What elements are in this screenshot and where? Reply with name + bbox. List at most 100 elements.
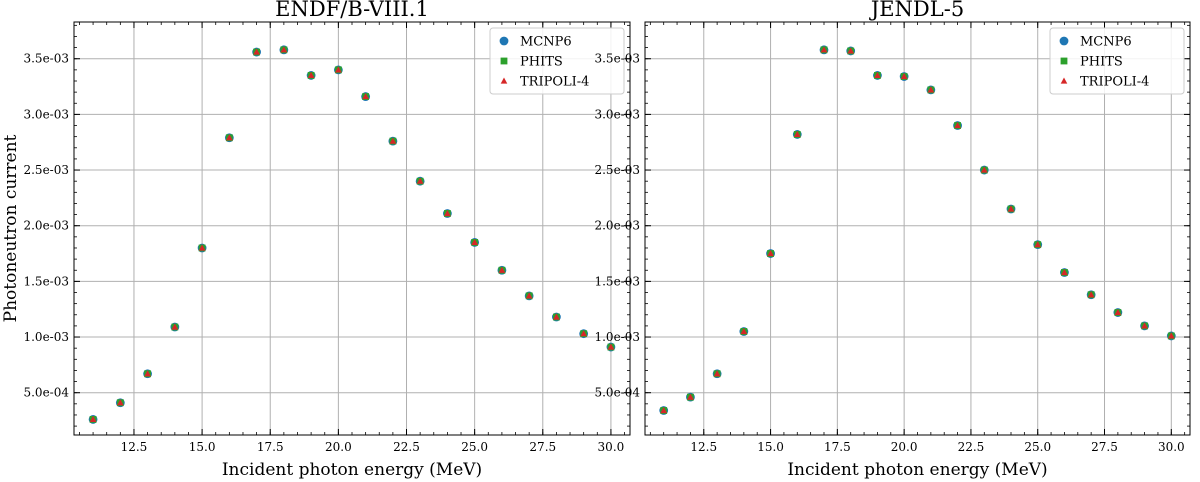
- data-point: [900, 73, 908, 80]
- panel-2: 12.5 15.0 17.5 20.0 22.5 25.0 27.5 30.0 5.0e-04 1…: [594, 0, 1191, 480]
- data-point: [198, 244, 206, 251]
- x-tick-label: 17.5: [257, 440, 284, 454]
- data-point: [927, 86, 935, 93]
- data-point: [954, 122, 961, 129]
- x-tick-label: 22.5: [393, 440, 420, 454]
- legend-marker-square: [500, 57, 508, 65]
- data-point: [820, 46, 828, 53]
- x-tick-label: 20.0: [891, 440, 918, 454]
- data-point: [607, 343, 615, 350]
- data-point: [362, 93, 369, 100]
- data-point: [1034, 241, 1042, 248]
- legend-marker-circle: [499, 36, 509, 46]
- legend-label: MCNP6: [1080, 35, 1132, 50]
- legend-marker-triangle: [1060, 77, 1068, 84]
- data-point: [580, 330, 587, 337]
- legend-box: [1049, 27, 1185, 95]
- y-axis-label: Photoneutron current: [1, 134, 21, 322]
- series-mcnp6: [659, 45, 1176, 415]
- x-axis-label: Incident photon energy (MeV): [787, 460, 1047, 480]
- legend: MCNP6 PHITS TRIPOLI-4: [1049, 27, 1185, 95]
- y-tick-label: 2.0e-03: [594, 219, 640, 233]
- x-tick-label: 30.0: [598, 440, 625, 454]
- legend-marker-circle: [1059, 36, 1069, 46]
- data-point: [767, 250, 774, 257]
- x-tick-label: 25.0: [1024, 440, 1051, 454]
- x-tick-label: 27.5: [1091, 440, 1118, 454]
- x-tick-label: 15.0: [189, 440, 216, 454]
- y-tick-label: 3.0e-03: [23, 107, 69, 121]
- series-mcnp6: [88, 45, 616, 424]
- data-point: [471, 238, 478, 246]
- data-point: [847, 47, 855, 54]
- y-tick-label: 3.5e-03: [23, 52, 69, 66]
- data-point: [307, 71, 315, 79]
- x-tick-label: 17.5: [824, 440, 851, 454]
- series-phits: [89, 46, 615, 423]
- data-point: [525, 292, 533, 299]
- series-tripoli-4: [89, 46, 615, 423]
- x-tick-label: 20.0: [325, 440, 352, 454]
- axes-frame: [73, 21, 631, 436]
- data-point: [793, 130, 801, 138]
- y-tick-label: 2.5e-03: [23, 163, 69, 177]
- data-point: [740, 327, 748, 335]
- y-tick-label: 3.0e-03: [594, 107, 640, 121]
- legend-label: TRIPOLI-4: [520, 75, 589, 90]
- y-tick-label: 1.0e-03: [594, 330, 640, 344]
- data-point: [226, 134, 233, 141]
- y-tick-label: 3.5e-03: [594, 52, 640, 66]
- legend-label: PHITS: [1080, 55, 1123, 70]
- legend-box: [489, 27, 625, 95]
- data-point: [498, 266, 506, 273]
- data-point: [713, 370, 721, 377]
- chart-title: ENDF/B-VIII.1: [275, 0, 429, 21]
- y-tick-label: 1.0e-03: [23, 330, 69, 344]
- x-axis-label: Incident photon energy (MeV): [222, 460, 482, 480]
- y-tick-label: 2.5e-03: [594, 163, 640, 177]
- series-tripoli-4: [660, 46, 1175, 414]
- data-point: [1114, 309, 1122, 316]
- data-point: [117, 399, 124, 406]
- y-tick-label: 1.5e-03: [23, 274, 69, 288]
- series-phits: [660, 46, 1175, 414]
- data-point: [389, 137, 397, 144]
- data-point: [687, 393, 694, 400]
- data-point: [144, 370, 151, 377]
- x-tick-label: 25.0: [461, 440, 488, 454]
- x-tick-label: 27.5: [529, 440, 556, 454]
- chart-title: JENDL-5: [869, 0, 964, 21]
- data-point: [89, 415, 97, 423]
- data-point: [253, 48, 260, 55]
- x-tick-label: 30.0: [1158, 440, 1185, 454]
- y-tick-label: 5.0e-04: [23, 386, 69, 400]
- data-point: [280, 46, 288, 53]
- legend-label: TRIPOLI-4: [1080, 75, 1149, 90]
- data-point: [1007, 205, 1015, 212]
- legend-marker-square: [1060, 57, 1068, 65]
- legend: MCNP6 PHITS TRIPOLI-4: [489, 27, 625, 95]
- data-point: [553, 313, 560, 320]
- data-point: [1141, 322, 1148, 329]
- axes-frame: [644, 21, 1191, 436]
- data-point: [335, 66, 342, 73]
- x-tick-label: 12.5: [121, 440, 148, 454]
- legend-label: PHITS: [520, 55, 563, 70]
- legend-marker-triangle: [500, 77, 508, 84]
- y-tick-label: 2.0e-03: [23, 219, 69, 233]
- data-point: [660, 407, 668, 414]
- data-point: [874, 71, 881, 79]
- data-point: [416, 177, 424, 184]
- x-tick-label: 15.0: [757, 440, 784, 454]
- y-tick-label: 1.5e-03: [594, 274, 640, 288]
- legend-label: MCNP6: [520, 35, 572, 50]
- panel-1: 12.5 15.0 17.5 20.0 22.5 25.0 27.5 30.0 5.0e-04 1…: [1, 0, 631, 480]
- x-tick-label: 22.5: [958, 440, 985, 454]
- data-point: [1061, 268, 1068, 276]
- data-point: [1087, 291, 1095, 298]
- x-tick-label: 12.5: [690, 440, 717, 454]
- y-tick-label: 5.0e-04: [594, 386, 640, 400]
- data-point: [444, 209, 451, 217]
- data-point: [980, 166, 988, 173]
